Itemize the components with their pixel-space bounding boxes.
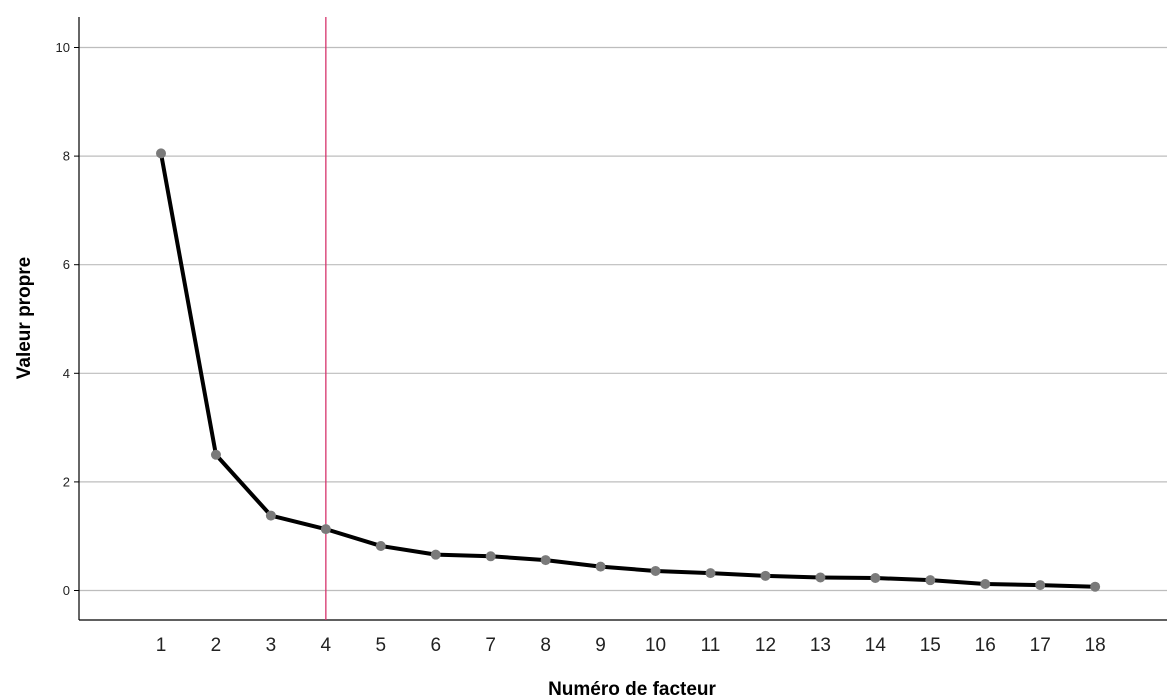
x-tick-label: 18 [1085, 635, 1106, 656]
y-tick-labels: 0 2 4 6 8 10 [56, 40, 70, 598]
x-tick-label: 15 [920, 635, 941, 656]
data-point-5 [375, 540, 386, 551]
x-tick-label: 14 [865, 635, 887, 656]
x-tick-label: 13 [810, 635, 831, 656]
x-tick-label: 16 [975, 635, 996, 656]
data-point-12 [760, 570, 771, 581]
x-tick-label: 17 [1030, 635, 1051, 656]
data-point-6 [430, 549, 441, 560]
data-point-16 [980, 578, 991, 589]
x-tick-label: 9 [595, 635, 606, 656]
data-point-15 [925, 575, 936, 586]
series-layer [159, 151, 1098, 589]
x-tick-label: 12 [755, 635, 776, 656]
data-point-2 [210, 449, 221, 460]
y-tick-label: 6 [63, 257, 70, 272]
y-tick-label: 4 [63, 366, 70, 381]
data-point-14 [870, 573, 881, 584]
y-axis-title: Valeur propre [14, 257, 35, 380]
y-tick-label: 10 [56, 40, 70, 55]
x-tick-label: 2 [211, 635, 222, 656]
x-tick-label: 5 [376, 635, 387, 656]
data-point-11 [705, 568, 716, 579]
series-line [159, 151, 1098, 589]
x-tick-label: 10 [645, 635, 666, 656]
x-tick-label: 3 [266, 635, 277, 656]
x-tick-label: 8 [540, 635, 551, 656]
axis-layer [74, 17, 1167, 621]
x-tick-label: 4 [321, 635, 332, 656]
data-point-18 [1090, 581, 1101, 592]
data-point-8 [540, 555, 551, 566]
data-point-10 [650, 565, 661, 576]
point-layer [156, 148, 1101, 592]
y-tick-label: 0 [63, 583, 70, 598]
y-tick-label: 8 [63, 149, 70, 164]
x-tick-labels: 1 2 3 4 5 6 7 8 9 10 11 12 13 14 15 16 17 18 [156, 635, 1106, 656]
data-point-3 [265, 510, 276, 521]
grid-layer [79, 46, 1167, 592]
data-point-7 [485, 551, 496, 562]
data-point-17 [1035, 580, 1046, 591]
data-point-13 [815, 572, 826, 583]
data-point-9 [595, 561, 606, 572]
x-tick-label: 11 [701, 635, 721, 656]
x-tick-label: 1 [156, 635, 167, 656]
x-axis-title: Numéro de facteur [548, 679, 716, 698]
data-point-1 [156, 148, 166, 159]
data-point-4 [320, 524, 331, 535]
x-tick-label: 6 [430, 635, 441, 656]
x-tick-label: 7 [485, 635, 496, 656]
y-tick-label: 2 [63, 474, 70, 489]
